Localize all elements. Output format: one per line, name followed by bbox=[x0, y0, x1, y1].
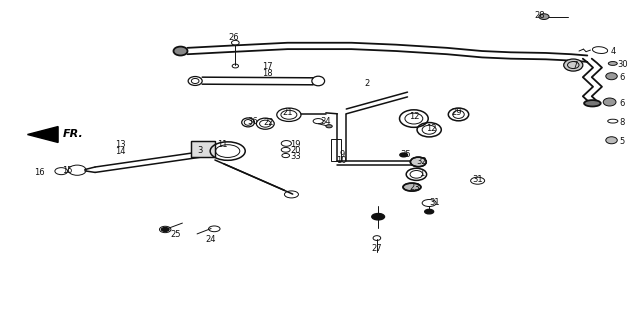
Text: 1: 1 bbox=[419, 169, 424, 178]
Ellipse shape bbox=[539, 14, 549, 20]
Text: 19: 19 bbox=[290, 140, 300, 148]
Text: 24: 24 bbox=[206, 235, 217, 244]
Polygon shape bbox=[27, 126, 58, 142]
Text: 2: 2 bbox=[365, 79, 370, 88]
Text: 33: 33 bbox=[290, 152, 300, 161]
Text: 8: 8 bbox=[620, 118, 625, 127]
Text: 15: 15 bbox=[63, 166, 73, 175]
Ellipse shape bbox=[606, 73, 617, 80]
Text: 34: 34 bbox=[321, 116, 331, 126]
Bar bbox=[190, 141, 215, 157]
Bar bbox=[190, 141, 215, 157]
Ellipse shape bbox=[606, 137, 617, 144]
Text: 18: 18 bbox=[262, 69, 272, 78]
Circle shape bbox=[372, 213, 385, 220]
Text: 25: 25 bbox=[171, 230, 181, 239]
Text: 31: 31 bbox=[429, 197, 440, 206]
Text: 9: 9 bbox=[339, 150, 344, 159]
Text: 35: 35 bbox=[400, 150, 411, 159]
Text: 28: 28 bbox=[534, 11, 545, 20]
Text: 10: 10 bbox=[337, 156, 347, 165]
Text: 11: 11 bbox=[217, 140, 228, 149]
Ellipse shape bbox=[608, 61, 617, 65]
Text: 21: 21 bbox=[282, 108, 293, 117]
Ellipse shape bbox=[326, 124, 332, 128]
Text: 26: 26 bbox=[228, 33, 239, 42]
Text: 22: 22 bbox=[263, 118, 273, 127]
Text: 4: 4 bbox=[610, 47, 615, 56]
Text: 14: 14 bbox=[115, 147, 126, 156]
Text: 13: 13 bbox=[115, 140, 126, 149]
Circle shape bbox=[400, 153, 408, 157]
Ellipse shape bbox=[603, 98, 616, 106]
Text: 7: 7 bbox=[572, 60, 577, 69]
Text: 27: 27 bbox=[371, 244, 382, 253]
Circle shape bbox=[425, 209, 434, 214]
Ellipse shape bbox=[410, 157, 426, 167]
Ellipse shape bbox=[584, 100, 601, 107]
Text: 3: 3 bbox=[197, 146, 203, 155]
Text: 29: 29 bbox=[451, 108, 462, 117]
Ellipse shape bbox=[173, 47, 187, 55]
Text: 32: 32 bbox=[416, 157, 427, 166]
Text: 17: 17 bbox=[262, 62, 272, 71]
Text: 30: 30 bbox=[617, 60, 627, 69]
Circle shape bbox=[162, 228, 169, 231]
Text: FR.: FR. bbox=[63, 129, 84, 139]
Text: 6: 6 bbox=[620, 99, 625, 108]
Text: 23: 23 bbox=[410, 183, 420, 192]
Text: 6: 6 bbox=[620, 73, 625, 82]
Text: 12: 12 bbox=[426, 124, 436, 133]
Text: 36: 36 bbox=[247, 117, 258, 126]
Text: 16: 16 bbox=[34, 168, 44, 177]
Text: 5: 5 bbox=[620, 137, 625, 146]
Ellipse shape bbox=[564, 59, 583, 71]
Text: 20: 20 bbox=[290, 146, 300, 155]
Text: 6: 6 bbox=[376, 213, 381, 222]
Text: 12: 12 bbox=[408, 112, 419, 121]
Bar bbox=[331, 139, 341, 161]
Text: 31: 31 bbox=[472, 175, 483, 184]
Ellipse shape bbox=[403, 183, 421, 191]
